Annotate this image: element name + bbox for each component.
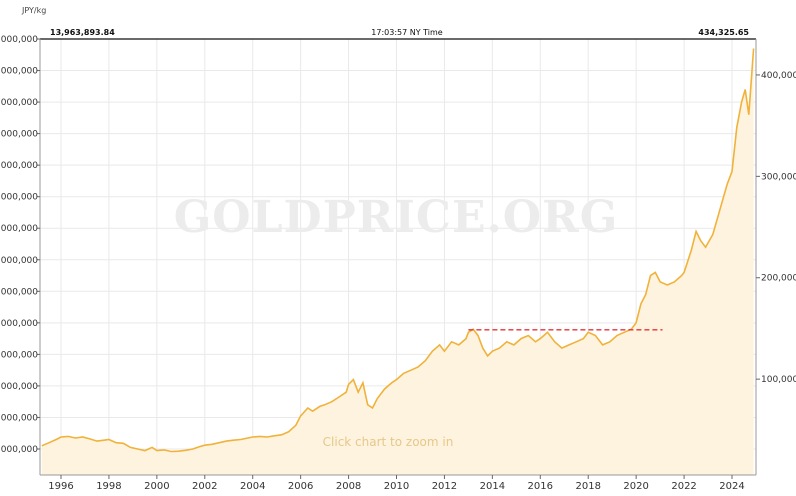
y-left-tick-label: 2,000,000 (0, 413, 38, 423)
x-tick-label: 2000 (144, 481, 169, 492)
y-right-tick-label: 300,000 (761, 172, 796, 182)
y-left-tick-label: 3,000,000 (0, 382, 38, 392)
x-tick-label: 2006 (288, 481, 313, 492)
grid-lines (40, 38, 756, 475)
y-right-tick-label: 200,000 (761, 274, 796, 284)
unit-label: JPY/kg (21, 6, 46, 15)
y-left-tick-label: 9,000,000 (0, 193, 38, 203)
header-right-value: 434,325.65 (698, 28, 749, 37)
x-tick-label: 2024 (719, 481, 744, 492)
y-left-tick-label: 4,000,000 (0, 350, 38, 360)
x-tick-label: 2022 (671, 481, 696, 492)
y-right-tick-label: 100,000 (761, 375, 796, 385)
x-tick-label: 2010 (384, 481, 409, 492)
x-tick-label: 2016 (528, 481, 553, 492)
x-tick-label: 1996 (48, 481, 73, 492)
header-left-value: 13,963,893.84 (50, 28, 115, 37)
x-axis-ticks: 1996 1998 2000 2002 2004 2006 2008 2010 2012 2014… (48, 475, 745, 492)
y-left-tick-label: 14,000,000 (0, 35, 38, 45)
y-right-tick-label: 400,000 (761, 71, 796, 81)
y-axis-left-ticks: 1,000,000 2,000,000 3,000,000 4,000,000 5,00… (0, 35, 40, 455)
x-tick-label: 2002 (192, 481, 217, 492)
x-tick-label: 1998 (96, 481, 121, 492)
watermark: GOLDPRICE.ORG (174, 192, 619, 243)
y-axis-right-ticks: 100,000 200,000 300,000 400,000 (756, 71, 796, 385)
x-tick-label: 2004 (240, 481, 265, 492)
header-time: 17:03:57 NY Time (371, 28, 443, 37)
y-left-tick-label: 10,000,000 (0, 161, 38, 171)
y-left-tick-label: 7,000,000 (0, 256, 38, 266)
y-left-tick-label: 5,000,000 (0, 319, 38, 329)
x-tick-label: 2008 (336, 481, 361, 492)
y-left-tick-label: 1,000,000 (0, 445, 38, 455)
price-line (41, 48, 755, 453)
price-area-fill (41, 48, 754, 475)
x-tick-label: 2018 (575, 481, 600, 492)
y-left-tick-label: 11,000,000 (0, 130, 38, 140)
y-left-tick-label: 12,000,000 (0, 98, 38, 108)
x-tick-label: 2012 (432, 481, 457, 492)
x-tick-label: 2014 (480, 481, 505, 492)
y-left-tick-label: 8,000,000 (0, 224, 38, 234)
x-tick-label: 2020 (623, 481, 648, 492)
y-left-tick-label: 13,000,000 (0, 67, 38, 77)
zoom-hint[interactable]: Click chart to zoom in (323, 435, 454, 449)
y-left-tick-label: 6,000,000 (0, 287, 38, 297)
